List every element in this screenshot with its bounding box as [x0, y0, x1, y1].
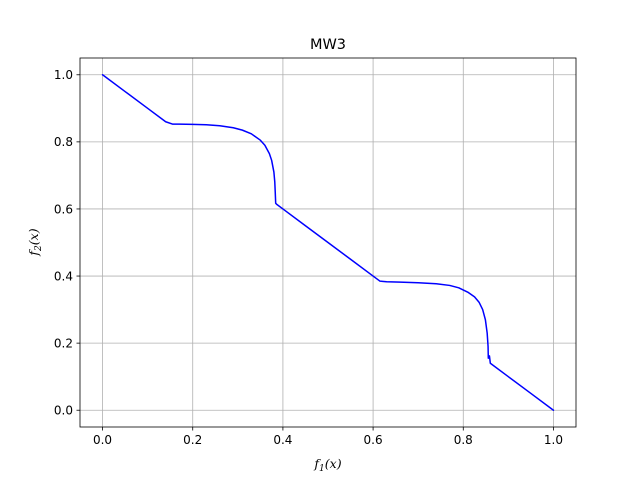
y-tick-label: 0.0 [54, 404, 73, 418]
ticks: 0.0 0.2 0.4 0.6 0.8 1.0 0.0 0.2 0.4 0.6 0.8 1.0 [54, 68, 563, 447]
y-axis-label-argument: (x) [26, 228, 41, 245]
y-axis-label-symbol: f [26, 249, 41, 257]
x-tick-label: 0.0 [93, 433, 112, 447]
x-axis-label: f1(x) [313, 456, 341, 474]
y-tick-label: 0.8 [54, 135, 73, 149]
x-tick-label: 0.2 [183, 433, 202, 447]
x-tick-label: 0.4 [273, 433, 292, 447]
y-tick-label: 0.4 [54, 269, 73, 283]
grid [80, 58, 576, 427]
x-tick-label: 1.0 [544, 433, 563, 447]
x-axis-label-argument: (x) [325, 456, 342, 471]
axes-frame [79, 57, 577, 428]
x-tick-label: 0.8 [454, 433, 473, 447]
x-tick-label: 0.6 [364, 433, 383, 447]
y-tick-label: 0.6 [54, 202, 73, 216]
x-axis-label-subscript: 1 [319, 464, 325, 474]
series-line [101, 74, 555, 411]
y-tick-label: 0.2 [54, 336, 73, 350]
y-axis-label: f2(x) [26, 228, 44, 256]
chart-title: MW3 [310, 37, 346, 53]
y-axis-label-subscript: 2 [34, 245, 44, 252]
series-layer [101, 74, 555, 411]
y-tick-label: 1.0 [54, 68, 73, 82]
x-axis-label-symbol: f [313, 456, 321, 471]
